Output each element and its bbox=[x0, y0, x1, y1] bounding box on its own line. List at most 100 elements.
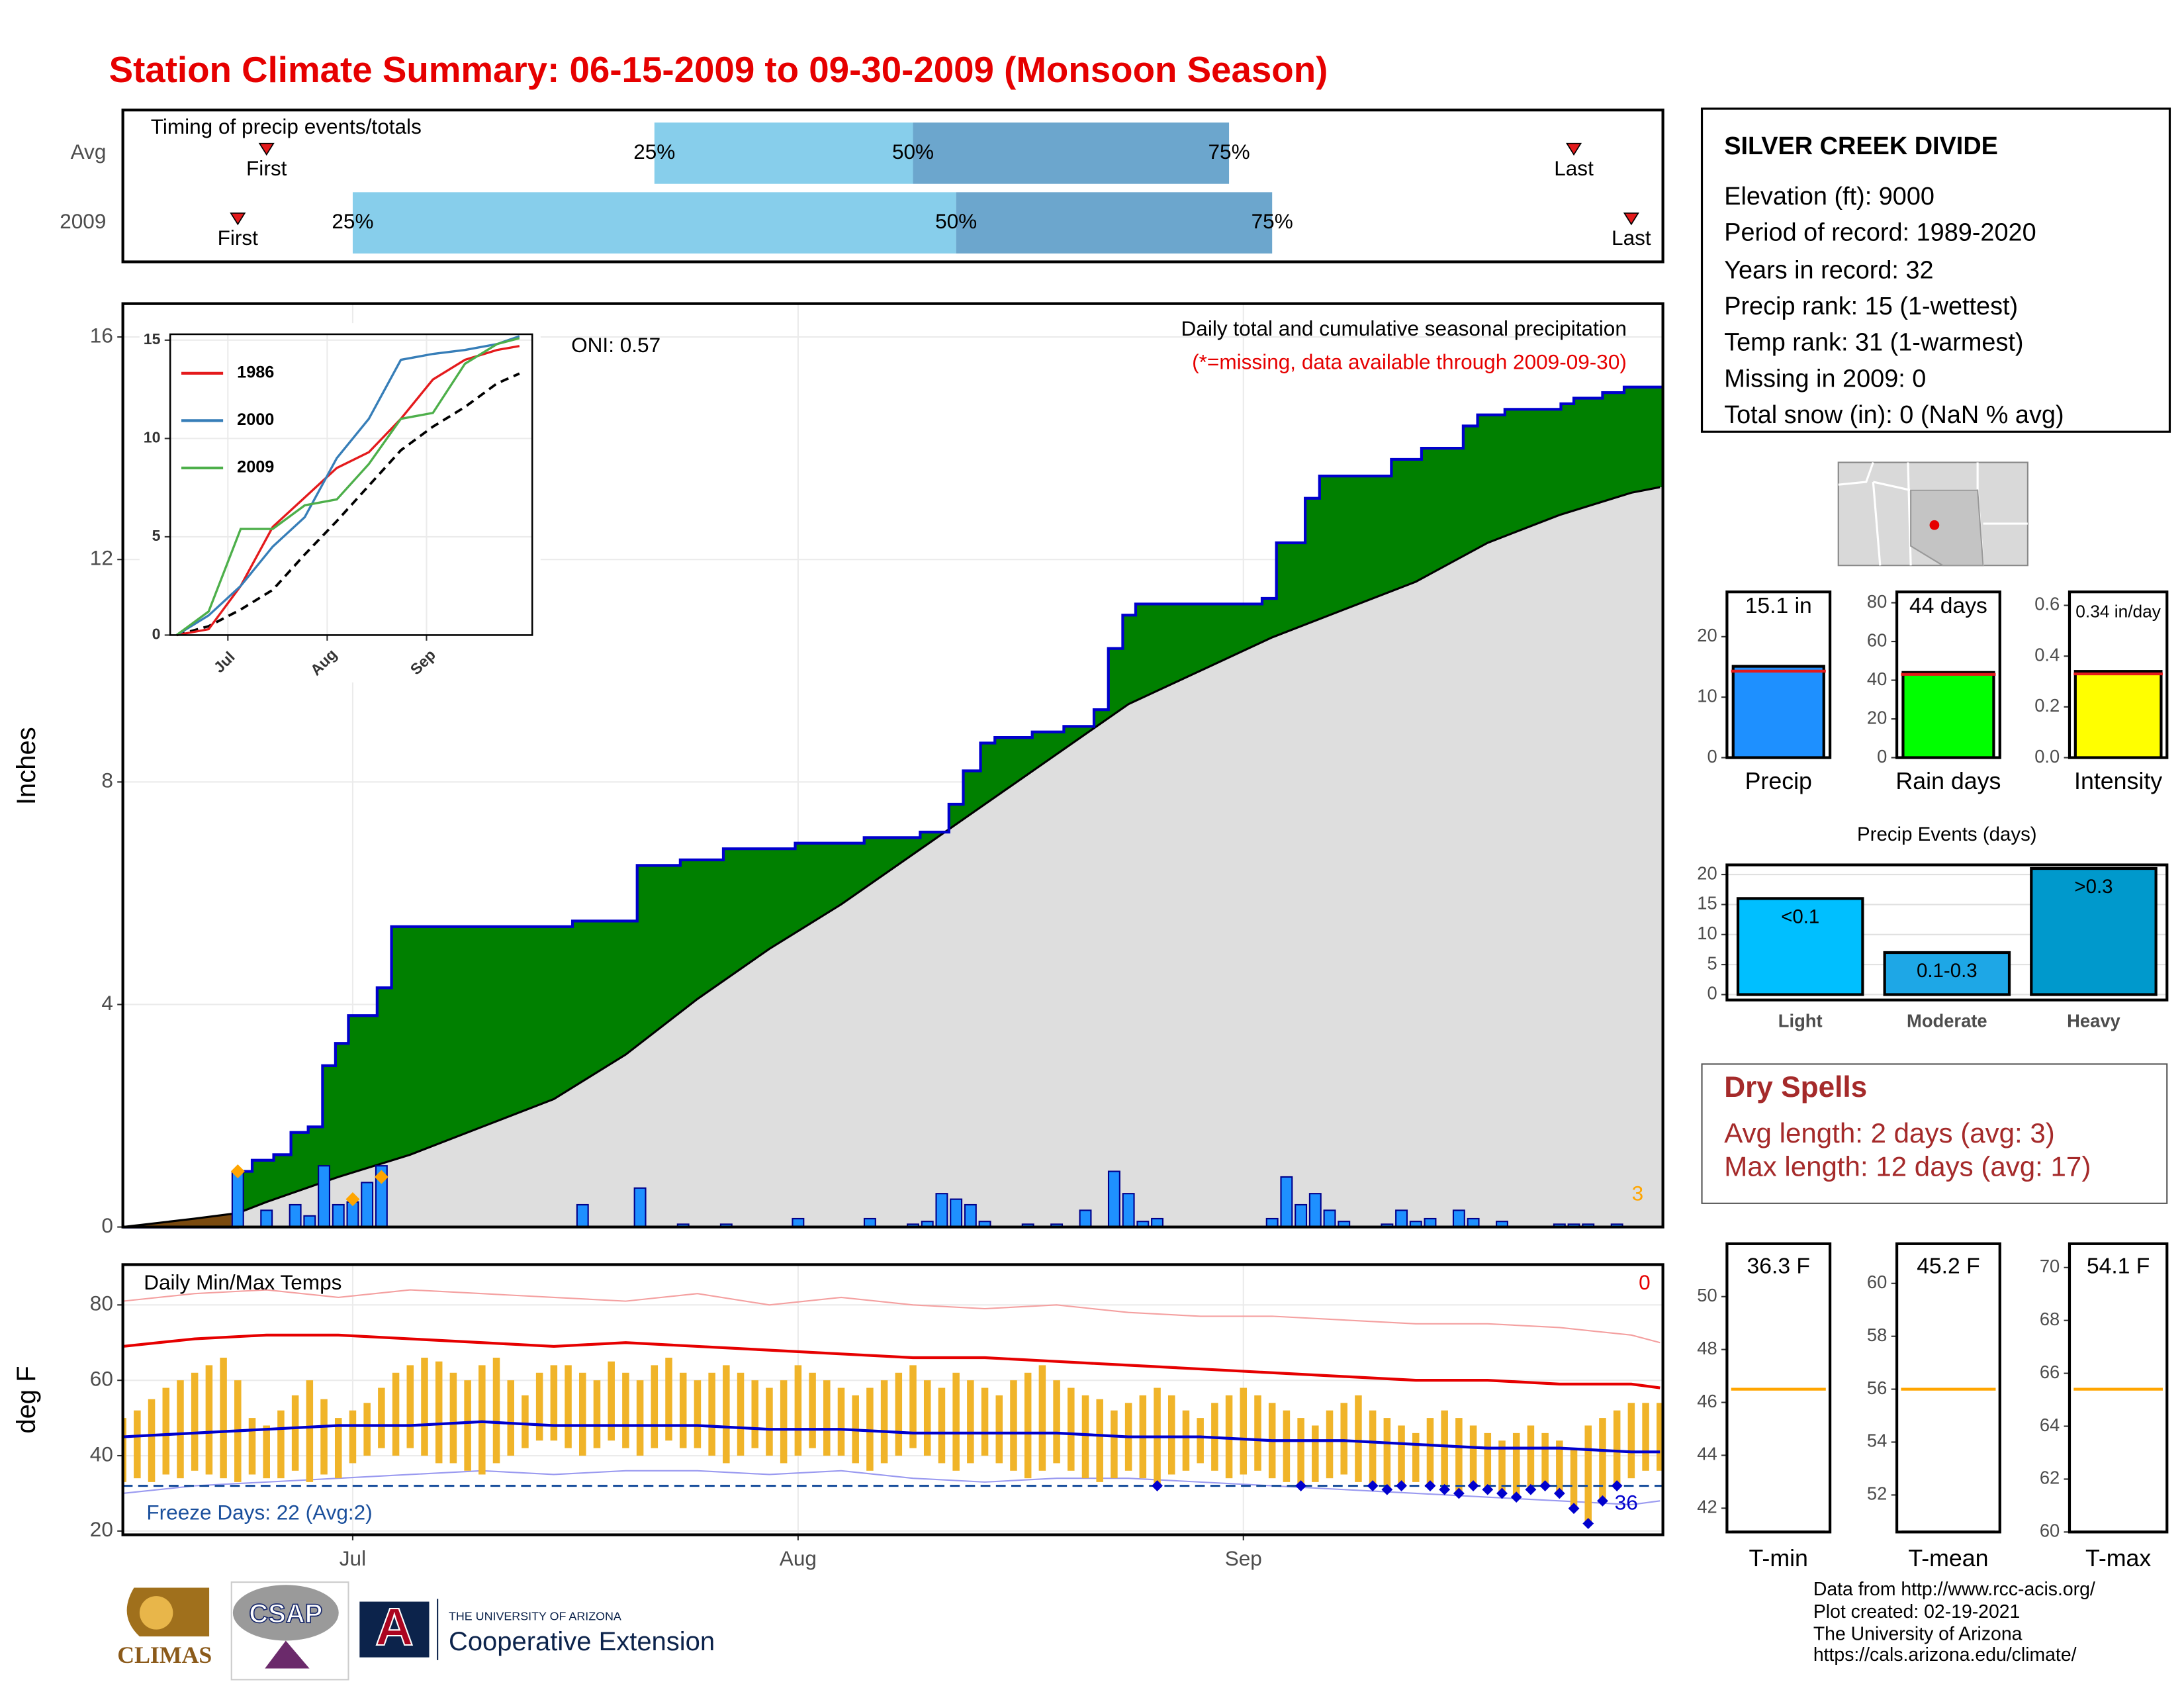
daily-bar bbox=[950, 1198, 963, 1228]
event-label: Last bbox=[1554, 156, 1594, 180]
daily-bar bbox=[964, 1203, 977, 1228]
event-label: First bbox=[218, 226, 259, 250]
category-label: Heavy bbox=[2067, 1011, 2120, 1031]
category-label: Moderate bbox=[1907, 1011, 1987, 1031]
precip-frame bbox=[121, 302, 1664, 1229]
temp-bar bbox=[464, 1380, 471, 1471]
temp-bar bbox=[967, 1380, 974, 1464]
footer-line: The University of Arizona bbox=[1813, 1624, 2023, 1645]
locator-map bbox=[1837, 461, 2028, 567]
y-tick-label: 54 bbox=[1867, 1430, 1887, 1451]
value-label: 15.1 in bbox=[1745, 594, 1812, 618]
freeze-marker bbox=[1539, 1480, 1551, 1491]
y-tick-label: 60 bbox=[90, 1366, 113, 1390]
category-label: Intensity bbox=[2074, 768, 2162, 794]
station-box bbox=[1700, 107, 2171, 433]
temp-bar bbox=[1197, 1418, 1204, 1464]
event-marker bbox=[258, 142, 275, 156]
freeze-marker bbox=[1467, 1480, 1479, 1491]
quartile-bar bbox=[352, 192, 956, 254]
temp-bar bbox=[665, 1358, 672, 1441]
y-tick-label: 48 bbox=[1697, 1338, 1717, 1358]
temp-bar bbox=[1584, 1425, 1592, 1524]
category-label: T-mean bbox=[1908, 1545, 1988, 1571]
footer: Data from http://www.rcc-acis.org/ Plot … bbox=[1813, 1579, 2095, 1665]
temp-bar bbox=[1053, 1380, 1060, 1464]
temp-bar bbox=[492, 1358, 500, 1464]
y-tick-label: 0.6 bbox=[2034, 594, 2060, 614]
temp-bar bbox=[1312, 1425, 1319, 1482]
timing-frame bbox=[121, 109, 1664, 263]
temp-bar bbox=[1426, 1418, 1434, 1486]
y-tick-label: 44 bbox=[1697, 1444, 1717, 1464]
freeze-marker bbox=[1553, 1487, 1565, 1499]
y-tick-label: 5 bbox=[1707, 953, 1717, 973]
freeze-marker bbox=[1453, 1487, 1465, 1499]
event-marker bbox=[1623, 212, 1639, 226]
legend-label: 2000 bbox=[237, 410, 274, 429]
y-tick-label: 46 bbox=[1697, 1391, 1717, 1411]
temp-bar bbox=[263, 1425, 270, 1479]
temp-bar bbox=[406, 1365, 414, 1448]
daily-bar bbox=[289, 1203, 302, 1228]
oni-label: ONI: 0.57 bbox=[571, 333, 660, 357]
station-line: Years in record: 32 bbox=[1724, 256, 1933, 284]
bar bbox=[2030, 867, 2158, 996]
y-tick-label: 0.2 bbox=[2034, 695, 2060, 716]
freeze-marker bbox=[1424, 1480, 1436, 1491]
y-tick-label: 58 bbox=[1867, 1325, 1887, 1345]
temp-bar bbox=[880, 1380, 888, 1464]
freeze-marker bbox=[1496, 1487, 1508, 1499]
y-tick-label: 70 bbox=[2040, 1256, 2060, 1276]
daily-bar bbox=[1107, 1170, 1120, 1228]
y-axis-label: deg F bbox=[12, 1366, 41, 1433]
quartile-label: 75% bbox=[1208, 140, 1250, 164]
temp-bar bbox=[1182, 1410, 1190, 1471]
y-tick-label: 12 bbox=[90, 546, 113, 570]
climas-sun bbox=[139, 1596, 173, 1630]
temp-bar bbox=[952, 1372, 960, 1471]
value-label: 54.1 F bbox=[2087, 1254, 2150, 1278]
temp-bar bbox=[866, 1387, 874, 1471]
daily-bar bbox=[318, 1165, 331, 1228]
temp-bar bbox=[1398, 1425, 1405, 1486]
temp-bar bbox=[535, 1372, 543, 1441]
flag-marker bbox=[345, 1192, 360, 1207]
temp-bar bbox=[435, 1361, 443, 1464]
chart-title: Precip Events (days) bbox=[1857, 823, 2037, 845]
temp-bar bbox=[837, 1387, 845, 1456]
freeze-marker bbox=[1367, 1480, 1379, 1491]
average-area bbox=[122, 487, 1663, 1227]
station-line: Temp rank: 31 (1-warmest) bbox=[1724, 329, 2023, 357]
station-name: SILVER CREEK DIVIDE bbox=[1724, 132, 1998, 160]
freeze-marker bbox=[1482, 1483, 1494, 1495]
y-tick-label: 64 bbox=[2040, 1415, 2060, 1435]
daily-bar bbox=[1452, 1209, 1465, 1228]
quartile-label: 25% bbox=[332, 209, 373, 233]
temp-bar bbox=[522, 1395, 529, 1448]
dry-spells-title: Dry Spells bbox=[1724, 1071, 1867, 1103]
temp-bar bbox=[1541, 1432, 1549, 1486]
temp-bar bbox=[823, 1380, 831, 1456]
bar-frame bbox=[1725, 1242, 1832, 1534]
quartile-bar bbox=[654, 122, 913, 184]
bar-frame bbox=[1895, 1242, 2001, 1534]
temp-bar bbox=[1570, 1448, 1578, 1509]
y-tick-label: 62 bbox=[2040, 1468, 2060, 1488]
temp-bar bbox=[550, 1365, 558, 1441]
map-state bbox=[1910, 489, 1984, 567]
freeze-marker bbox=[1381, 1483, 1393, 1495]
temp-frame bbox=[121, 1263, 1664, 1536]
freeze-label: Freeze Days: 22 (Avg:2) bbox=[146, 1500, 372, 1524]
temp-bar bbox=[794, 1365, 802, 1456]
temp-bar bbox=[694, 1380, 702, 1448]
daily-bar bbox=[1308, 1193, 1322, 1228]
record-min-line bbox=[122, 1470, 1661, 1506]
category-label: Rain days bbox=[1895, 768, 2001, 794]
temp-bar bbox=[378, 1387, 385, 1448]
y-tick-label: 4 bbox=[101, 991, 113, 1015]
event-label: First bbox=[246, 156, 287, 180]
temp-bar bbox=[205, 1365, 213, 1475]
daily-bar bbox=[332, 1203, 345, 1228]
temp-bar bbox=[1527, 1425, 1535, 1490]
